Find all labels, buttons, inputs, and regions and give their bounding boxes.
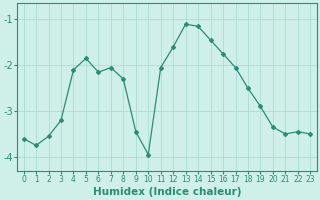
X-axis label: Humidex (Indice chaleur): Humidex (Indice chaleur) [93, 187, 241, 197]
